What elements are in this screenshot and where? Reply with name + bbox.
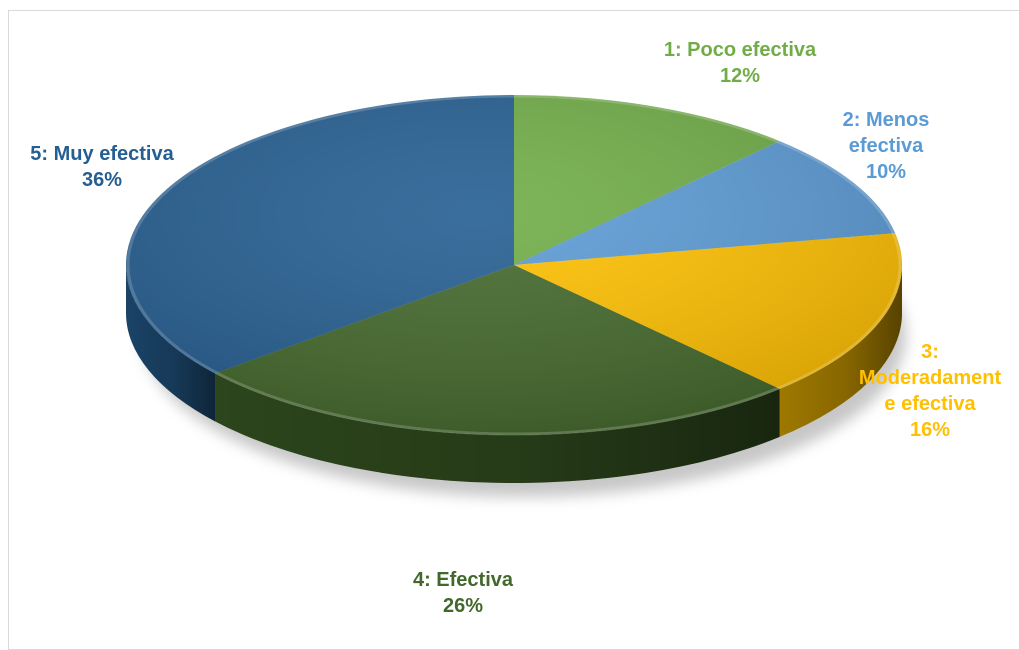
data-label-1: 1: Poco efectiva 12% bbox=[664, 39, 817, 87]
pie-top-rim bbox=[126, 94, 902, 436]
data-label-3: 3: Moderadament e efectiva 16% bbox=[859, 341, 1002, 441]
data-label-5: 5: Muy efectiva 36% bbox=[30, 143, 174, 191]
pie-top bbox=[126, 94, 902, 436]
data-label-value: 10% bbox=[866, 161, 906, 183]
data-label-category: e efectiva bbox=[884, 393, 976, 415]
pie-slice-side-shade-5 bbox=[126, 265, 216, 422]
data-label-value: 12% bbox=[720, 65, 760, 87]
data-label-4: 4: Efectiva 26% bbox=[413, 569, 514, 617]
data-label-category: 2: Menos bbox=[843, 109, 930, 131]
data-label-2: 2: Menos efectiva 10% bbox=[843, 109, 930, 183]
pie-labels: 1: Poco efectiva 12% 2: Menos efectiva 10% 3:… bbox=[30, 39, 1001, 617]
data-label-category: 1: Poco efectiva bbox=[664, 39, 817, 61]
data-label-category: Moderadament bbox=[859, 367, 1002, 389]
pie-slice-side-shade-3 bbox=[779, 265, 902, 437]
data-label-value: 26% bbox=[443, 595, 483, 617]
data-label-category: 4: Efectiva bbox=[413, 569, 514, 591]
pie-sides bbox=[126, 265, 902, 483]
data-label-category: 5: Muy efectiva bbox=[30, 143, 174, 165]
data-label-value: 16% bbox=[910, 419, 950, 441]
data-label-value: 36% bbox=[82, 169, 122, 191]
data-label-category: 3: bbox=[921, 341, 939, 363]
data-label-category: efectiva bbox=[849, 135, 924, 157]
pie-slice-side-shade-4 bbox=[215, 373, 780, 483]
pie-top-shading bbox=[126, 95, 902, 435]
